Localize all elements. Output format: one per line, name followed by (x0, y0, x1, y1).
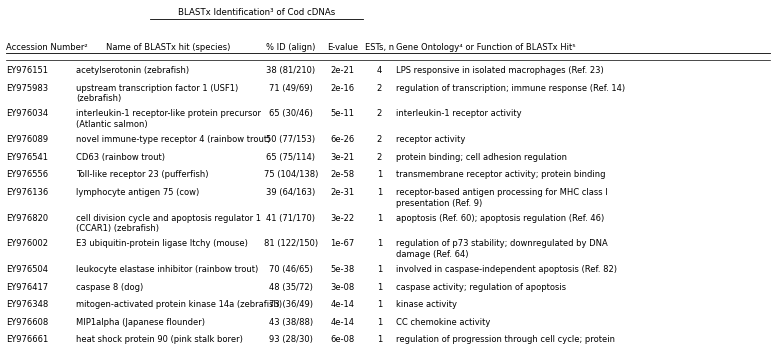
Text: BLASTx Identification³ of Cod cDNAs: BLASTx Identification³ of Cod cDNAs (178, 8, 335, 17)
Text: EY976034: EY976034 (6, 109, 48, 118)
Text: EY976002: EY976002 (6, 239, 48, 248)
Text: caspase 8 (dog): caspase 8 (dog) (76, 283, 144, 292)
Text: EY976151: EY976151 (6, 66, 48, 75)
Text: EY976089: EY976089 (6, 135, 48, 144)
Text: 1: 1 (377, 318, 382, 327)
Text: involved in caspase-independent apoptosis (Ref. 82): involved in caspase-independent apoptosi… (396, 265, 617, 274)
Text: 48 (35/72): 48 (35/72) (269, 283, 313, 292)
Text: 6e-08: 6e-08 (331, 335, 355, 344)
Text: cell division cycle and apoptosis regulator 1
(CCAR1) (zebrafish): cell division cycle and apoptosis regula… (76, 214, 261, 233)
Text: 1: 1 (377, 300, 382, 309)
Text: 2: 2 (377, 84, 382, 93)
Text: regulation of p73 stability; downregulated by DNA
damage (Ref. 64): regulation of p73 stability; downregulat… (396, 239, 608, 259)
Text: 2: 2 (377, 153, 382, 162)
Text: apoptosis (Ref. 60); apoptosis regulation (Ref. 46): apoptosis (Ref. 60); apoptosis regulatio… (396, 214, 604, 223)
Text: novel immune-type receptor 4 (rainbow trout): novel immune-type receptor 4 (rainbow tr… (76, 135, 270, 144)
Text: 93 (28/30): 93 (28/30) (269, 335, 313, 344)
Text: CD63 (rainbow trout): CD63 (rainbow trout) (76, 153, 165, 162)
Text: 75 (104/138): 75 (104/138) (264, 170, 318, 179)
Text: 39 (64/163): 39 (64/163) (266, 188, 316, 197)
Text: 70 (46/65): 70 (46/65) (269, 265, 313, 274)
Text: 2e-58: 2e-58 (331, 170, 355, 179)
Text: 81 (122/150): 81 (122/150) (264, 239, 318, 248)
Text: 3e-08: 3e-08 (331, 283, 355, 292)
Text: EY976608: EY976608 (6, 318, 48, 327)
Text: caspase activity; regulation of apoptosis: caspase activity; regulation of apoptosi… (396, 283, 566, 292)
Text: MIP1alpha (Japanese flounder): MIP1alpha (Japanese flounder) (76, 318, 205, 327)
Text: leukocyte elastase inhibitor (rainbow trout): leukocyte elastase inhibitor (rainbow tr… (76, 265, 258, 274)
Text: 38 (81/210): 38 (81/210) (266, 66, 316, 75)
Text: 1: 1 (377, 239, 382, 248)
Text: 4e-14: 4e-14 (331, 300, 355, 309)
Text: EY976417: EY976417 (6, 283, 48, 292)
Text: % ID (align): % ID (align) (266, 43, 316, 52)
Text: regulation of progression through cell cycle; protein
folding: regulation of progression through cell c… (396, 335, 615, 344)
Text: 3e-21: 3e-21 (331, 153, 355, 162)
Text: receptor-based antigen processing for MHC class I
presentation (Ref. 9): receptor-based antigen processing for MH… (396, 188, 608, 207)
Text: CC chemokine activity: CC chemokine activity (396, 318, 490, 327)
Text: regulation of transcription; immune response (Ref. 14): regulation of transcription; immune resp… (396, 84, 625, 93)
Text: Accession Number²: Accession Number² (6, 43, 88, 52)
Text: 1: 1 (377, 188, 382, 197)
Text: Name of BLASTx hit (species): Name of BLASTx hit (species) (106, 43, 230, 52)
Text: EY976136: EY976136 (6, 188, 48, 197)
Text: protein binding; cell adhesion regulation: protein binding; cell adhesion regulatio… (396, 153, 566, 162)
Text: 1: 1 (377, 214, 382, 223)
Text: 73 (36/49): 73 (36/49) (269, 300, 313, 309)
Text: EY976504: EY976504 (6, 265, 48, 274)
Text: EY976556: EY976556 (6, 170, 48, 179)
Text: E3 ubiquitin-protein ligase Itchy (mouse): E3 ubiquitin-protein ligase Itchy (mouse… (76, 239, 248, 248)
Text: kinase activity: kinase activity (396, 300, 457, 309)
Text: 2: 2 (377, 135, 382, 144)
Text: 1: 1 (377, 335, 382, 344)
Text: Gene Ontology⁴ or Function of BLASTx Hit⁵: Gene Ontology⁴ or Function of BLASTx Hit… (396, 43, 575, 52)
Text: 5e-38: 5e-38 (331, 265, 355, 274)
Text: mitogen-activated protein kinase 14a (zebrafish): mitogen-activated protein kinase 14a (ze… (76, 300, 282, 309)
Text: 65 (30/46): 65 (30/46) (269, 109, 313, 118)
Text: 4e-14: 4e-14 (331, 318, 355, 327)
Text: 4: 4 (377, 66, 382, 75)
Text: 50 (77/153): 50 (77/153) (266, 135, 316, 144)
Text: EY976661: EY976661 (6, 335, 48, 344)
Text: 65 (75/114): 65 (75/114) (266, 153, 316, 162)
Text: receptor activity: receptor activity (396, 135, 465, 144)
Text: EY976541: EY976541 (6, 153, 48, 162)
Text: 1: 1 (377, 283, 382, 292)
Text: EY976348: EY976348 (6, 300, 48, 309)
Text: lymphocyte antigen 75 (cow): lymphocyte antigen 75 (cow) (76, 188, 199, 197)
Text: 2e-16: 2e-16 (331, 84, 355, 93)
Text: acetylserotonin (zebrafish): acetylserotonin (zebrafish) (76, 66, 189, 75)
Text: E-value: E-value (327, 43, 359, 52)
Text: 71 (49/69): 71 (49/69) (269, 84, 313, 93)
Text: ESTs, n: ESTs, n (365, 43, 394, 52)
Text: upstream transcription factor 1 (USF1)
(zebrafish): upstream transcription factor 1 (USF1) (… (76, 84, 238, 103)
Text: 2e-31: 2e-31 (331, 188, 355, 197)
Text: 41 (71/170): 41 (71/170) (266, 214, 316, 223)
Text: transmembrane receptor activity; protein binding: transmembrane receptor activity; protein… (396, 170, 605, 179)
Text: 1e-67: 1e-67 (331, 239, 355, 248)
Text: 3e-22: 3e-22 (331, 214, 355, 223)
Text: 6e-26: 6e-26 (331, 135, 355, 144)
Text: 2: 2 (377, 109, 382, 118)
Text: EY976820: EY976820 (6, 214, 48, 223)
Text: 1: 1 (377, 170, 382, 179)
Text: EY975983: EY975983 (6, 84, 48, 93)
Text: 2e-21: 2e-21 (331, 66, 355, 75)
Text: Toll-like receptor 23 (pufferfish): Toll-like receptor 23 (pufferfish) (76, 170, 209, 179)
Text: 5e-11: 5e-11 (331, 109, 355, 118)
Text: 43 (38/88): 43 (38/88) (269, 318, 313, 327)
Text: heat shock protein 90 (pink stalk borer): heat shock protein 90 (pink stalk borer) (76, 335, 243, 344)
Text: interleukin-1 receptor-like protein precursor
(Atlantic salmon): interleukin-1 receptor-like protein prec… (76, 109, 261, 129)
Text: interleukin-1 receptor activity: interleukin-1 receptor activity (396, 109, 521, 118)
Text: LPS responsive in isolated macrophages (Ref. 23): LPS responsive in isolated macrophages (… (396, 66, 604, 75)
Text: 1: 1 (377, 265, 382, 274)
